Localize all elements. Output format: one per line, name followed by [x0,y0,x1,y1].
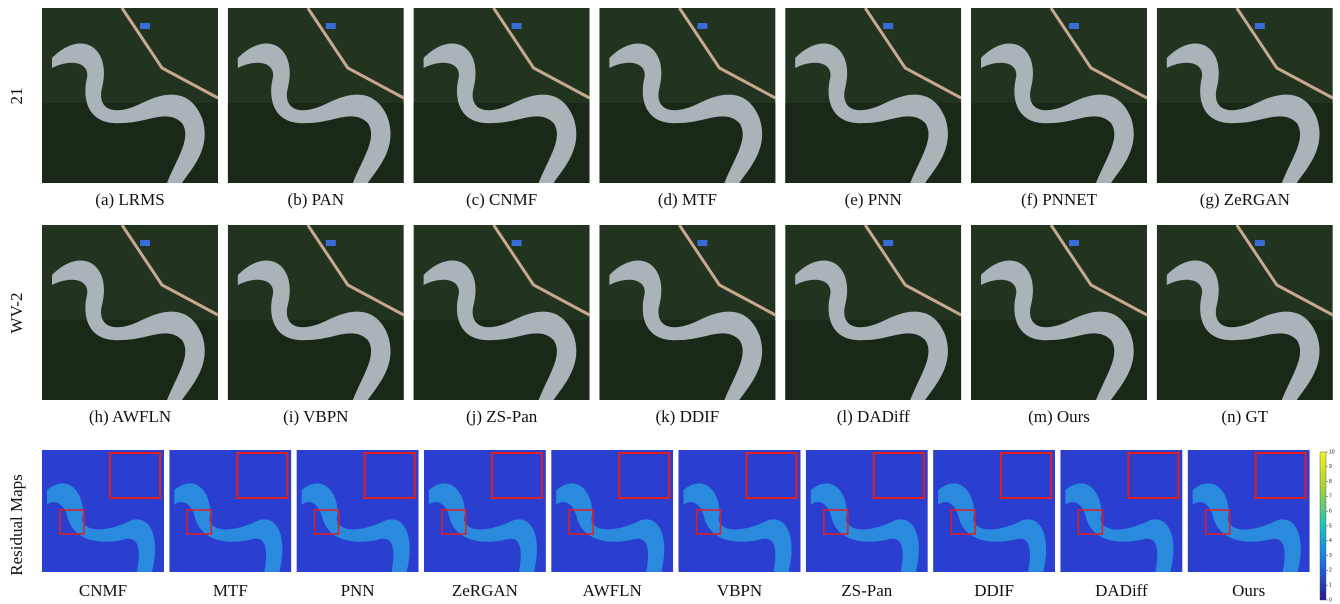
residual-caption: MTF [213,581,248,600]
residual-map [297,450,419,572]
colorbar-tick-label: 8 [1329,479,1332,485]
figure: 21(a) LRMS(b) PAN(c) CNMF(d) MTF(e) PNN(… [0,0,1340,604]
panel-caption: (m) Ours [1028,407,1090,426]
panel-caption: (h) AWFLN [89,407,171,426]
colorbar-tick-label: 0 [1329,597,1332,603]
residual-map [424,450,546,572]
residual-caption: DDIF [974,581,1014,600]
row-label: WV-2 [7,293,26,334]
colorbar-tick-label: 4 [1329,538,1332,544]
colorbar [1320,452,1326,600]
panel-caption: (e) PNN [845,190,902,209]
panel-caption: (g) ZeRGAN [1200,190,1290,209]
panel-caption: (c) CNMF [466,190,537,209]
residual-caption: CNMF [79,581,127,600]
colorbar-tick-label: 1 [1329,583,1332,589]
residual-map [679,450,801,572]
panel-caption: (b) PAN [288,190,345,209]
colorbar-tick-label: 3 [1329,553,1332,559]
residual-map [169,450,291,572]
residual-map [42,450,164,572]
row-label: 21 [7,88,26,105]
satellite-image [785,8,961,183]
row-label: Residual Maps [7,474,26,576]
colorbar-tick-label: 7 [1329,494,1332,500]
panel-caption: (i) VBPN [283,407,348,426]
satellite-image [599,8,775,183]
satellite-image [42,225,218,400]
residual-map [1060,450,1182,572]
colorbar-tick-label: 2 [1329,568,1332,574]
satellite-image [228,225,404,400]
residual-caption: AWFLN [583,581,642,600]
satellite-image [971,8,1147,183]
satellite-image [228,8,404,183]
residual-caption: ZeRGAN [452,581,518,600]
colorbar-tick-label: 5 [1329,523,1332,529]
residual-caption: DADiff [1095,581,1148,600]
panel-caption: (l) DADiff [837,407,910,426]
residual-map [551,450,673,572]
colorbar-tick-label: 6 [1329,509,1332,515]
colorbar-tick-label: 10 [1329,449,1335,455]
residual-caption: Ours [1232,581,1265,600]
satellite-image [414,225,590,400]
residual-map [1188,450,1310,572]
satellite-image [1157,225,1333,400]
residual-caption: ZS-Pan [841,581,893,600]
panel-caption: (a) LRMS [95,190,164,209]
satellite-image [414,8,590,183]
panel-caption: (j) ZS-Pan [466,407,538,426]
residual-caption: PNN [341,581,375,600]
satellite-image [1157,8,1333,183]
panel-caption: (d) MTF [658,190,717,209]
residual-map [806,450,928,572]
satellite-image [42,8,218,183]
colorbar-tick-label: 9 [1329,464,1332,470]
residual-map [933,450,1055,572]
panel-caption: (k) DDIF [656,407,720,426]
panel-caption: (f) PNNET [1021,190,1098,209]
satellite-image [971,225,1147,400]
residual-caption: VBPN [717,581,762,600]
panel-caption: (n) GT [1221,407,1268,426]
satellite-image [785,225,961,400]
satellite-image [599,225,775,400]
